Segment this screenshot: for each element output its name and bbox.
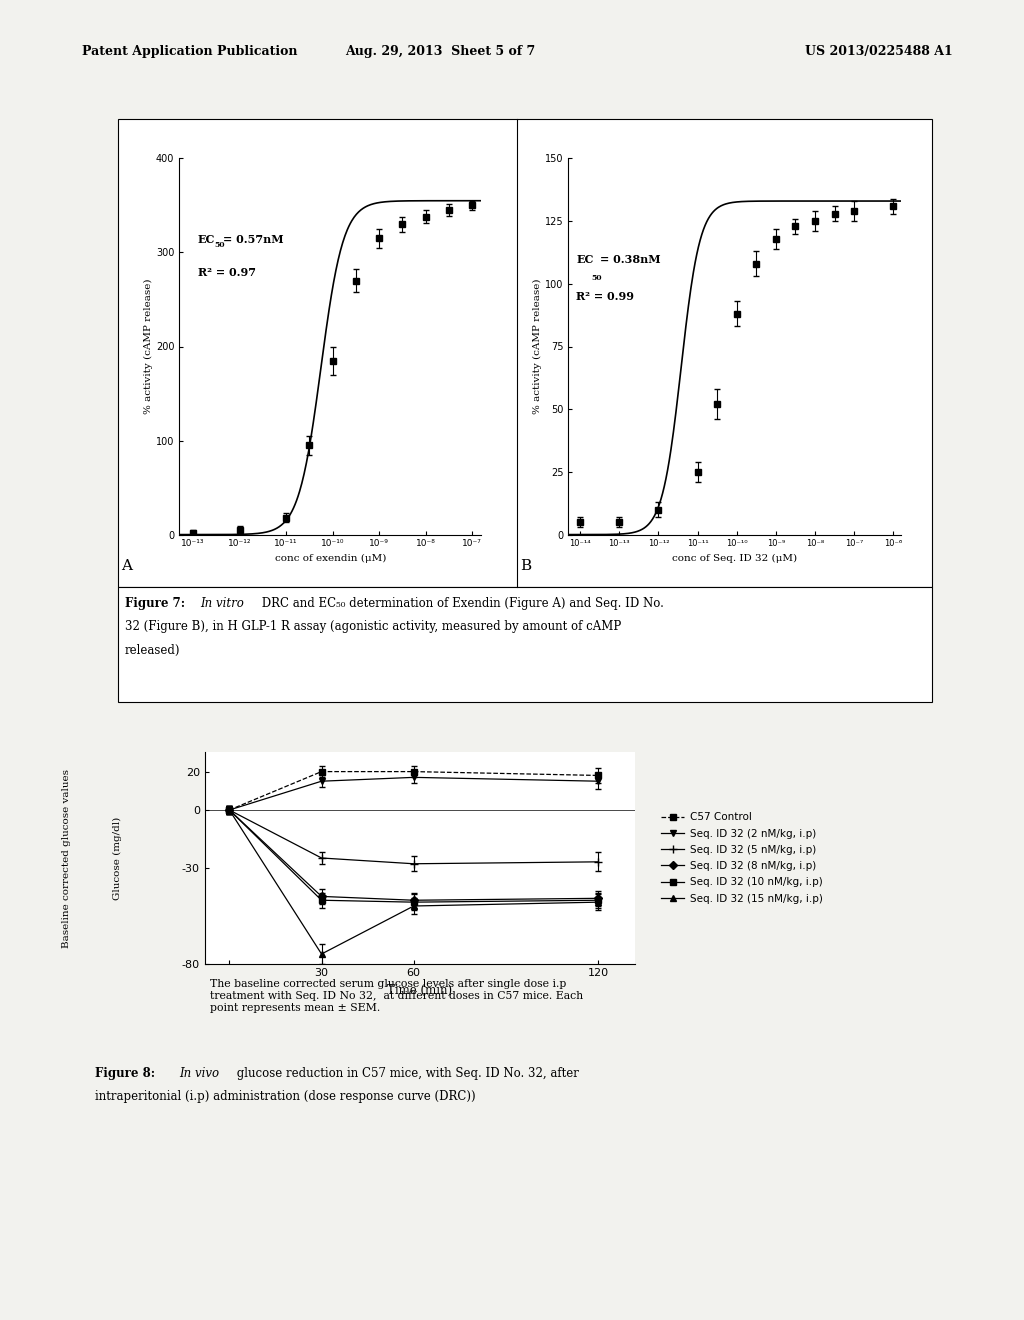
Text: 50: 50 (591, 273, 602, 281)
Y-axis label: % activity (cAMP release): % activity (cAMP release) (144, 279, 153, 414)
Text: R² = 0.97: R² = 0.97 (198, 267, 256, 277)
Text: In vivo: In vivo (179, 1067, 219, 1080)
Text: Figure 7:: Figure 7: (125, 597, 185, 610)
Legend: C57 Control, Seq. ID 32 (2 nM/kg, i.p), Seq. ID 32 (5 nM/kg, i.p), Seq. ID 32 (8: C57 Control, Seq. ID 32 (2 nM/kg, i.p), … (657, 808, 826, 908)
X-axis label: conc of Seq. ID 32 (μM): conc of Seq. ID 32 (μM) (672, 554, 798, 564)
Text: The baseline corrected serum glucose levels after single dose i.p
treatment with: The baseline corrected serum glucose lev… (210, 979, 583, 1012)
Text: = 0.57nM: = 0.57nM (223, 234, 284, 244)
Text: In vitro: In vitro (200, 597, 244, 610)
Text: 50: 50 (214, 242, 224, 249)
X-axis label: Time (min): Time (min) (387, 983, 453, 997)
Text: Figure 8:: Figure 8: (95, 1067, 156, 1080)
Text: R² = 0.99: R² = 0.99 (577, 292, 634, 302)
Text: 32 (Figure B), in H GLP-1 R assay (agonistic activity, measured by amount of cAM: 32 (Figure B), in H GLP-1 R assay (agoni… (125, 620, 622, 634)
Text: EC: EC (198, 234, 215, 244)
Text: EC: EC (577, 253, 594, 265)
Text: Aug. 29, 2013  Sheet 5 of 7: Aug. 29, 2013 Sheet 5 of 7 (345, 45, 536, 58)
Text: Patent Application Publication: Patent Application Publication (82, 45, 297, 58)
Text: A: A (121, 560, 132, 573)
Text: intraperitonial (i.p) administration (dose response curve (DRC)): intraperitonial (i.p) administration (do… (95, 1090, 476, 1104)
Text: US 2013/0225488 A1: US 2013/0225488 A1 (805, 45, 952, 58)
Text: Glucose (mg/dl): Glucose (mg/dl) (114, 816, 122, 900)
Text: released): released) (125, 644, 180, 657)
Y-axis label: % activity (cAMP release): % activity (cAMP release) (532, 279, 542, 414)
X-axis label: conc of exendin (μM): conc of exendin (μM) (274, 554, 386, 564)
Text: B: B (520, 560, 531, 573)
Text: Baseline corrected glucose values: Baseline corrected glucose values (62, 768, 71, 948)
Text: = 0.38nM: = 0.38nM (600, 253, 662, 265)
Text: DRC and EC₅₀ determination of Exendin (Figure A) and Seq. ID No.: DRC and EC₅₀ determination of Exendin (F… (258, 597, 664, 610)
Text: glucose reduction in C57 mice, with Seq. ID No. 32, after: glucose reduction in C57 mice, with Seq.… (233, 1067, 580, 1080)
